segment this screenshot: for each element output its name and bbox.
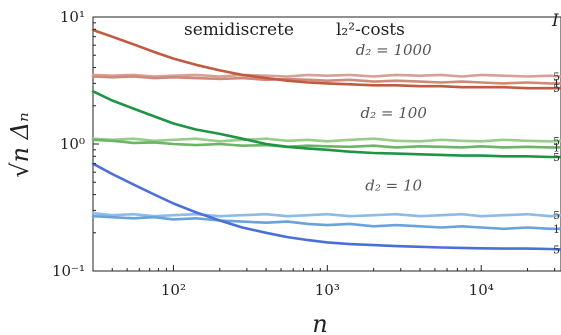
series-end-label: 1 xyxy=(553,77,560,90)
series-end-label: 5 xyxy=(553,135,560,148)
series-line xyxy=(91,211,561,218)
group-annotation: d₂ = 1000 xyxy=(356,41,432,59)
x-tick-label: 10³ xyxy=(315,281,340,299)
series-end-label: 5 xyxy=(553,243,560,256)
series-end-label: 5 xyxy=(553,209,560,222)
group-annotation: d₂ = 10 xyxy=(365,177,422,195)
series-line xyxy=(91,90,561,159)
y-tick-label: 10⁻¹ xyxy=(52,262,85,280)
series-line xyxy=(91,28,561,90)
y-axis: 10⁻¹ 10⁰ 10¹ xyxy=(52,8,99,280)
plot-area xyxy=(91,16,561,272)
chart-title-left: semidiscrete xyxy=(184,20,294,40)
series-end-label: 5 xyxy=(553,151,560,164)
x-tick-label: 10⁴ xyxy=(469,281,494,299)
y-axis-title: √n Δₙ xyxy=(6,112,34,177)
y-tick-label: 10¹ xyxy=(60,8,85,26)
group-annotation: d₂ = 100 xyxy=(361,104,428,122)
series-end-label: 5 xyxy=(553,71,560,84)
x-axis: 10² 10³ 10⁴ xyxy=(92,265,556,299)
series-line xyxy=(91,162,561,251)
legend-title-fragment: I xyxy=(551,11,559,31)
series-layer xyxy=(91,28,561,251)
chart-title-right: l₂²-costs xyxy=(336,20,405,40)
annotations: d₂ = 1000 d₂ = 100 d₂ = 10 xyxy=(356,41,432,194)
series-line xyxy=(91,214,561,231)
series-line xyxy=(91,73,561,78)
x-axis-title: n xyxy=(312,310,327,335)
series-end-label: 1 xyxy=(553,141,560,154)
x-tick-label: 10² xyxy=(161,281,186,299)
series-line xyxy=(91,138,561,149)
series-end-label: 5 xyxy=(553,82,560,95)
y-tick-label: 10⁰ xyxy=(60,135,85,153)
series-line xyxy=(91,137,561,143)
series-line xyxy=(91,75,561,85)
series-end-label: 1 xyxy=(553,223,560,236)
